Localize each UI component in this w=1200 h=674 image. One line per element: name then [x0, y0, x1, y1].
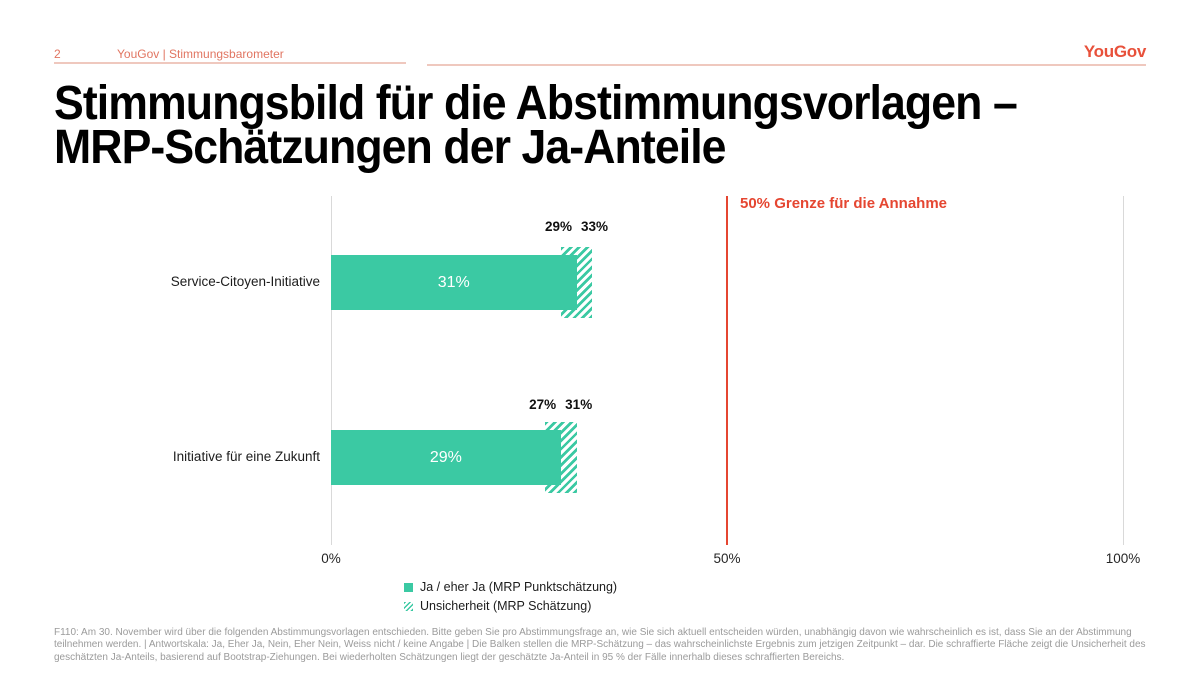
page-number: 2	[54, 47, 61, 61]
x-tick-0%: 0%	[321, 551, 341, 566]
legend-label: Unsicherheit (MRP Schätzung)	[420, 599, 592, 613]
legend-item: Ja / eher Ja (MRP Punktschätzung)	[404, 580, 617, 594]
header-rule-right	[427, 64, 1146, 66]
uncertainty-range-labels: 29% 33%	[545, 219, 608, 234]
range-label: 31%	[565, 397, 593, 412]
title-line-2: MRP-Schätzungen der Ja-Anteile	[54, 121, 726, 174]
range-label: 27%	[529, 397, 557, 412]
range-label: 33%	[581, 219, 609, 234]
threshold-line	[726, 196, 728, 545]
bar-value-label: 31%	[437, 273, 470, 291]
breadcrumb: YouGov | Stimmungsbarometer	[117, 47, 284, 61]
bar: 29%	[331, 430, 561, 485]
bar: 31%	[331, 255, 577, 310]
x-tick-50%: 50%	[713, 551, 741, 566]
bar-value-label: 29%	[429, 448, 462, 466]
uncertainty-range-labels: 27% 31%	[529, 397, 592, 412]
category-label: Service-Citoyen-Initiative	[170, 273, 320, 289]
gridline-100	[1123, 196, 1124, 545]
range-label: 29%	[544, 219, 573, 234]
yougov-logo: YouGov	[1083, 42, 1146, 61]
threshold-label: 50% Grenze für die Annahme	[740, 195, 947, 212]
page-title: Stimmungsbild für die Abstimmungsvorlage…	[54, 80, 1096, 172]
category-label: Initiative für eine Zukunft	[172, 448, 320, 464]
legend-item: Unsicherheit (MRP Schätzung)	[404, 599, 617, 613]
legend-swatch-solid	[404, 582, 413, 592]
footnote: F110: Am 30. November wird über die folg…	[54, 627, 1146, 663]
title-line-1: Stimmungsbild für die Abstimmungsvorlage…	[54, 77, 1018, 130]
header-rule-left	[54, 62, 406, 64]
legend-label: Ja / eher Ja (MRP Punktschätzung)	[420, 580, 618, 594]
legend-swatch-hatched	[404, 601, 413, 611]
gridline-0	[331, 196, 332, 545]
x-tick-100%: 100%	[1105, 551, 1141, 566]
chart-legend: Ja / eher Ja (MRP Punktschätzung) Unsiche…	[404, 580, 617, 613]
